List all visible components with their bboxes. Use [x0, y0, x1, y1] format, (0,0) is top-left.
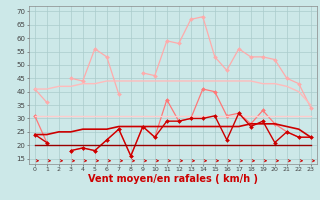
X-axis label: Vent moyen/en rafales ( km/h ): Vent moyen/en rafales ( km/h )	[88, 174, 258, 184]
